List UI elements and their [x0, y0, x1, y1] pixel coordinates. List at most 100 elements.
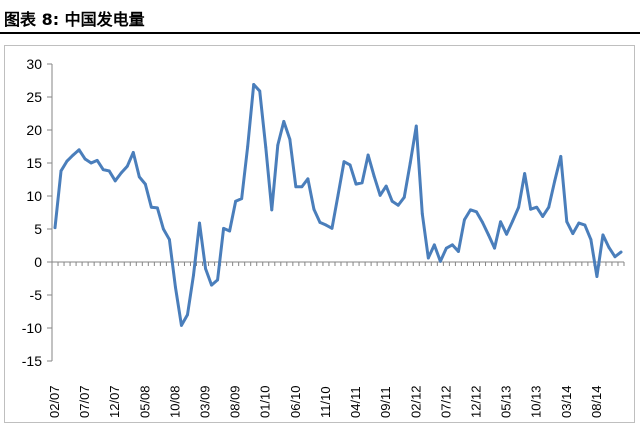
data-point	[354, 182, 358, 186]
data-point	[553, 179, 557, 183]
data-point	[336, 193, 340, 197]
y-tick-label: 30	[26, 56, 42, 72]
data-point	[318, 221, 322, 224]
data-point	[204, 267, 207, 270]
data-point	[481, 221, 484, 224]
data-point	[324, 223, 328, 227]
data-point	[107, 169, 111, 173]
data-point	[53, 226, 57, 230]
data-point	[59, 169, 63, 173]
x-tick-label: 07/07	[77, 385, 92, 418]
chart-frame	[4, 45, 635, 423]
x-tick-label: 09/11	[378, 386, 393, 418]
y-tick-label: 0	[34, 254, 42, 270]
data-point	[342, 160, 346, 164]
data-point	[547, 205, 551, 209]
data-point	[89, 161, 93, 165]
data-point	[312, 207, 316, 211]
x-tick-label: 02/07	[47, 385, 62, 418]
data-point	[113, 179, 117, 183]
data-point	[294, 185, 298, 189]
y-tick-label: 15	[26, 155, 42, 171]
data-point	[589, 238, 593, 241]
y-tick-label: -5	[30, 287, 43, 303]
y-tick-label: 10	[26, 188, 42, 204]
x-tick-label: 06/10	[288, 385, 303, 418]
data-point	[168, 238, 171, 241]
data-point	[192, 273, 195, 277]
data-point	[469, 208, 472, 212]
data-point	[174, 285, 177, 289]
data-point	[577, 221, 581, 225]
data-point	[348, 163, 352, 167]
data-point	[505, 232, 508, 236]
series-line	[53, 82, 623, 327]
data-point	[137, 175, 141, 179]
x-tick-label: 02/12	[408, 385, 423, 418]
data-point	[288, 137, 292, 141]
data-point	[71, 153, 75, 157]
data-point	[155, 206, 159, 210]
x-tick-label: 10/08	[167, 385, 182, 418]
data-point	[378, 193, 382, 197]
x-tick-label: 03/09	[198, 385, 213, 418]
data-point	[529, 207, 533, 211]
data-point	[487, 233, 490, 237]
data-point	[601, 233, 605, 237]
data-point	[463, 218, 466, 222]
data-point	[131, 151, 135, 154]
data-point	[246, 145, 250, 148]
data-point	[83, 157, 87, 161]
data-point	[198, 221, 201, 225]
data-point	[125, 164, 129, 168]
data-point	[252, 83, 256, 86]
data-point	[595, 275, 599, 278]
data-point	[583, 223, 587, 227]
title-underline	[0, 32, 640, 34]
x-tick-label: 08/14	[589, 385, 604, 418]
data-point	[234, 199, 238, 203]
data-point	[228, 229, 232, 233]
data-point	[330, 226, 334, 230]
x-tick-label: 08/09	[228, 385, 243, 418]
data-point	[517, 205, 521, 209]
data-point	[523, 172, 527, 175]
data-point	[77, 148, 81, 152]
data-point	[366, 153, 370, 157]
x-tick-label: 12/12	[468, 385, 483, 418]
x-tick-label: 11/10	[318, 386, 333, 418]
data-point	[426, 256, 430, 260]
data-point	[607, 246, 611, 249]
x-tick-label: 07/12	[438, 385, 453, 418]
data-point	[511, 219, 515, 223]
data-point	[493, 246, 496, 250]
y-tick-label: 20	[26, 122, 42, 138]
data-point	[240, 197, 244, 201]
data-point	[161, 227, 165, 231]
data-point	[396, 203, 400, 207]
data-point	[282, 120, 286, 123]
data-point	[143, 182, 147, 186]
x-tick-label: 10/13	[529, 385, 544, 418]
data-point	[444, 246, 448, 250]
data-point	[565, 220, 569, 224]
data-point	[613, 255, 617, 259]
data-point	[149, 205, 153, 209]
data-point	[432, 243, 436, 247]
data-point	[499, 220, 502, 224]
data-point	[535, 205, 539, 209]
x-tick-label: 05/08	[137, 385, 152, 418]
data-point	[222, 226, 226, 230]
data-point	[390, 199, 394, 203]
x-tick-label: 01/10	[258, 385, 273, 418]
data-point	[101, 168, 105, 172]
data-point	[384, 184, 388, 188]
data-point	[276, 143, 280, 147]
data-point	[360, 181, 364, 185]
data-point	[216, 278, 219, 282]
data-point	[541, 215, 545, 218]
data-point	[414, 124, 418, 128]
data-point	[451, 243, 454, 247]
data-point	[402, 195, 406, 199]
data-point	[95, 158, 99, 162]
